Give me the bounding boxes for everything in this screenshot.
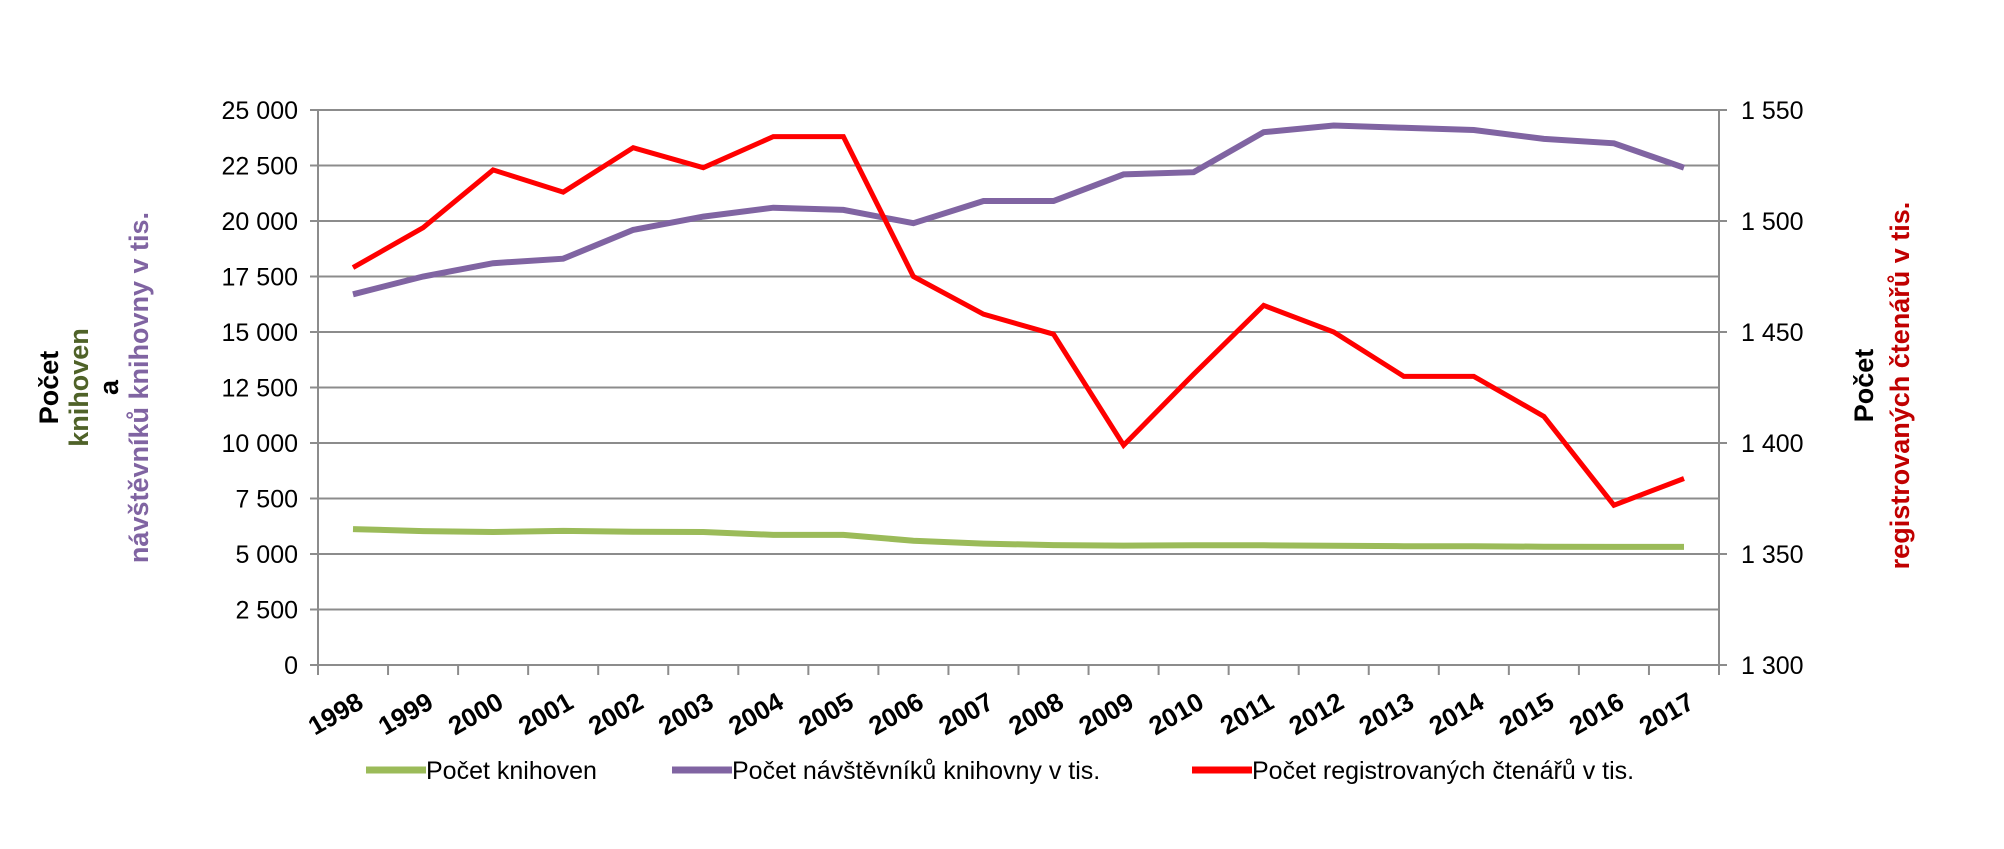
legend-label-3: Počet registrovaných čtenářů v tis. bbox=[1252, 757, 1634, 785]
right-tick-label: 1 550 bbox=[1741, 97, 1804, 125]
series-line-1 bbox=[352, 526, 1684, 550]
left-tick-label: 17 500 bbox=[222, 264, 298, 292]
x-tick-label: 1999 bbox=[373, 686, 438, 741]
left-tick-label: 0 bbox=[284, 652, 298, 680]
left-axis-ticks: 0 2 500 5 000 7 500 10 000 12 500 15 000 17 500… bbox=[222, 97, 298, 680]
right-axis-title-line: registrovaných čtenářů v tis. bbox=[1885, 202, 1915, 570]
x-tick-label: 2004 bbox=[723, 686, 789, 741]
left-tick-label: 7 500 bbox=[235, 486, 298, 514]
right-tick-label: 1 300 bbox=[1741, 652, 1804, 680]
x-tick-label: 2001 bbox=[513, 686, 578, 741]
x-tick-label: 2005 bbox=[793, 686, 858, 741]
x-tick-label: 2013 bbox=[1354, 686, 1419, 741]
left-tick-label: 12 500 bbox=[222, 375, 298, 403]
x-tick-label: 2016 bbox=[1564, 686, 1629, 741]
x-tick-label: 2014 bbox=[1424, 686, 1490, 741]
x-tick-label: 2007 bbox=[933, 686, 998, 741]
legend: Počet knihoven Počet návštěvníků knihovny… bbox=[366, 757, 1634, 785]
left-axis-title-line: a bbox=[94, 379, 124, 395]
x-tick-label: 1998 bbox=[303, 686, 368, 741]
left-axis-title: Počet knihoven a návštěvníků knihovny v tis… bbox=[34, 212, 154, 563]
x-tick-label: 2009 bbox=[1073, 686, 1138, 741]
right-axis-title-line: Počet bbox=[1849, 349, 1879, 423]
axes bbox=[310, 109, 1727, 675]
right-axis-ticks: 1 300 1 350 1 400 1 450 1 500 1 550 bbox=[1741, 97, 1804, 680]
series-line-2 bbox=[352, 122, 1685, 298]
legend-label-2: Počet návštěvníků knihovny v tis. bbox=[732, 757, 1100, 785]
left-tick-label: 20 000 bbox=[222, 208, 298, 236]
right-tick-label: 1 500 bbox=[1741, 208, 1804, 236]
left-axis-title-line: návštěvníků knihovny v tis. bbox=[124, 212, 154, 563]
x-tick-label: 2011 bbox=[1215, 686, 1279, 740]
gridlines bbox=[318, 109, 1719, 666]
right-tick-label: 1 400 bbox=[1741, 430, 1804, 458]
left-tick-label: 22 500 bbox=[222, 153, 298, 181]
left-tick-label: 2 500 bbox=[235, 597, 298, 625]
left-axis-title-line: knihoven bbox=[64, 328, 94, 447]
left-tick-label: 25 000 bbox=[222, 97, 298, 125]
x-tick-label: 2010 bbox=[1144, 686, 1209, 741]
x-tick-label: 2000 bbox=[443, 686, 508, 741]
left-tick-label: 10 000 bbox=[222, 430, 298, 458]
left-axis-title-line: Počet bbox=[34, 351, 64, 425]
left-tick-label: 5 000 bbox=[235, 541, 298, 569]
series-line-3 bbox=[351, 134, 1685, 509]
x-tick-label: 2015 bbox=[1494, 686, 1559, 741]
right-tick-label: 1 450 bbox=[1741, 319, 1804, 347]
x-tick-label: 2002 bbox=[583, 686, 648, 741]
x-axis-ticks: 1998 1999 2000 2001 2002 2003 2004 2005 2006 2007… bbox=[303, 686, 1699, 741]
x-tick-label: 2017 bbox=[1634, 686, 1699, 741]
x-tick-label: 2006 bbox=[863, 686, 928, 741]
x-tick-label: 2012 bbox=[1284, 686, 1349, 741]
x-tick-label: 2003 bbox=[653, 686, 718, 741]
x-tick-label: 2008 bbox=[1003, 686, 1068, 741]
series-lines bbox=[351, 122, 1685, 550]
right-axis-title: Počet registrovaných čtenářů v tis. bbox=[1849, 202, 1915, 570]
left-tick-label: 15 000 bbox=[222, 319, 298, 347]
legend-label-1: Počet knihoven bbox=[426, 757, 597, 785]
right-tick-label: 1 350 bbox=[1741, 541, 1804, 569]
